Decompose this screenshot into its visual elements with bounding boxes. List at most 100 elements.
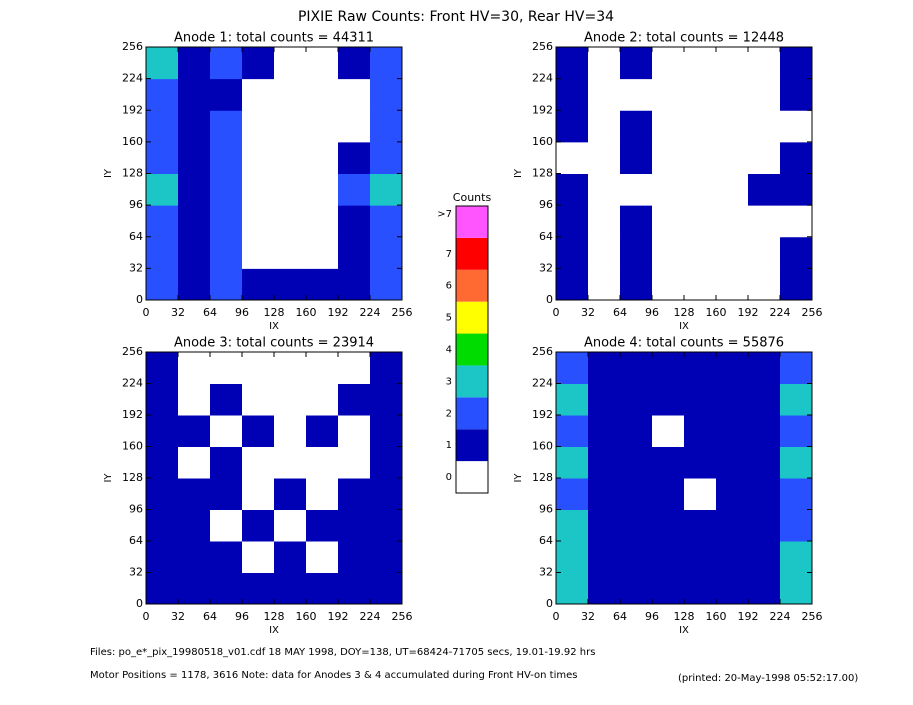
y-tick-label: 256 <box>532 40 553 53</box>
heatmap-cell <box>556 110 589 143</box>
heatmap-cell <box>588 509 621 542</box>
heatmap-cell <box>652 509 685 542</box>
heatmap-cell <box>620 236 653 269</box>
heatmap-cell <box>716 78 749 111</box>
heatmap-cell <box>306 383 339 416</box>
heatmap-cell <box>242 478 275 510</box>
x-tick-label: 96 <box>645 306 659 319</box>
heatmap-cell <box>146 478 179 510</box>
y-tick-label: 160 <box>532 135 553 148</box>
heatmap-cell <box>748 268 781 301</box>
heatmap-cell <box>242 141 275 174</box>
x-tick-label: 0 <box>143 610 150 623</box>
heatmap-cell <box>652 141 685 174</box>
heatmap-cell <box>306 236 339 269</box>
y-tick-label: 256 <box>122 345 143 358</box>
heatmap-cell <box>748 415 781 447</box>
heatmap-cell <box>620 541 653 573</box>
x-tick-label: 192 <box>738 610 759 623</box>
colorbar-swatch <box>456 429 488 462</box>
heatmap-cell <box>210 415 243 447</box>
heatmap-cell <box>338 509 371 542</box>
heatmap-cell <box>370 47 403 80</box>
heatmap-cell <box>684 541 717 573</box>
y-tick-label: 224 <box>532 72 553 85</box>
heatmap-cell <box>178 236 211 269</box>
panel: 0 32 64 96 128 160 192 224 256 0 32 64 96 128 160 192 22… <box>513 31 823 333</box>
heatmap-cell <box>716 352 749 384</box>
y-tick-label: 0 <box>546 597 553 610</box>
heatmap-cell <box>620 352 653 384</box>
heatmap-cell <box>242 47 275 80</box>
heatmap-cell <box>620 173 653 206</box>
y-tick-label: 224 <box>122 72 143 85</box>
heatmap-cell <box>748 446 781 479</box>
heatmap-cell <box>210 110 243 143</box>
heatmap-cell <box>370 141 403 174</box>
heatmap-cell <box>178 383 211 416</box>
y-tick-label: 32 <box>539 261 553 274</box>
heatmap-cell <box>780 509 813 542</box>
heatmap-cell <box>588 415 621 447</box>
heatmap-cell <box>652 478 685 510</box>
heatmap-cell <box>370 383 403 416</box>
heatmap-cell <box>210 236 243 269</box>
colorbar-label: 2 <box>446 408 452 419</box>
x-tick-label: 96 <box>235 306 249 319</box>
heatmap-cell <box>210 541 243 573</box>
heatmap-cell <box>556 268 589 301</box>
panel-title: Anode 4: total counts = 55876 <box>584 336 784 351</box>
footer-files: Files: po_e*_pix_19980518_v01.cdf 18 MAY… <box>90 647 595 658</box>
y-tick-label: 96 <box>129 503 143 516</box>
x-tick-label: 160 <box>706 610 727 623</box>
heatmap-cell <box>242 572 275 605</box>
heatmap-cell <box>306 173 339 206</box>
heatmap-cell <box>242 78 275 111</box>
heatmap-cell <box>306 572 339 605</box>
heatmap-cell <box>370 352 403 384</box>
heatmap-cell <box>210 173 243 206</box>
heatmap-cell <box>274 268 307 301</box>
heatmap-cell <box>588 478 621 510</box>
heatmap-cell <box>306 415 339 447</box>
heatmap-cell <box>242 268 275 301</box>
heatmap-cell <box>556 541 589 573</box>
heatmap-cell <box>588 141 621 174</box>
heatmap-cell <box>588 352 621 384</box>
colorbar-label: 0 <box>446 472 452 483</box>
x-tick-label: 192 <box>328 306 349 319</box>
x-axis-label: IX <box>269 625 279 636</box>
heatmap-cell <box>716 541 749 573</box>
x-tick-label: 256 <box>392 306 413 319</box>
heatmap-cell <box>178 446 211 479</box>
y-axis-label: IY <box>513 473 524 483</box>
heatmap-cell <box>178 205 211 238</box>
heatmap-cell <box>370 268 403 301</box>
heatmap-cell <box>716 47 749 80</box>
y-axis-label: IY <box>513 168 524 178</box>
heatmap-cell <box>748 541 781 573</box>
heatmap-cell <box>274 509 307 542</box>
heatmap-cell <box>716 572 749 605</box>
y-tick-label: 0 <box>136 597 143 610</box>
heatmap-cell <box>370 110 403 143</box>
colorbar-swatch <box>456 397 488 430</box>
heatmap-cell <box>716 509 749 542</box>
heatmap-cell <box>210 383 243 416</box>
heatmap-cell <box>306 478 339 510</box>
heatmap-cell <box>684 47 717 80</box>
y-tick-label: 128 <box>532 167 553 180</box>
panel: 0 32 64 96 128 160 192 224 256 0 32 64 96 128 160 192 22… <box>513 336 823 637</box>
heatmap-cell <box>178 141 211 174</box>
colorbar-swatch <box>456 365 488 398</box>
heatmap-cell <box>748 47 781 80</box>
heatmap-cell <box>210 141 243 174</box>
x-tick-label: 160 <box>706 306 727 319</box>
x-tick-label: 32 <box>581 306 595 319</box>
heatmap-cell <box>652 446 685 479</box>
y-tick-label: 96 <box>539 503 553 516</box>
heatmap-cell <box>274 352 307 384</box>
heatmap-cell <box>370 205 403 238</box>
heatmap-cell <box>274 415 307 447</box>
heatmap-cell <box>684 110 717 143</box>
